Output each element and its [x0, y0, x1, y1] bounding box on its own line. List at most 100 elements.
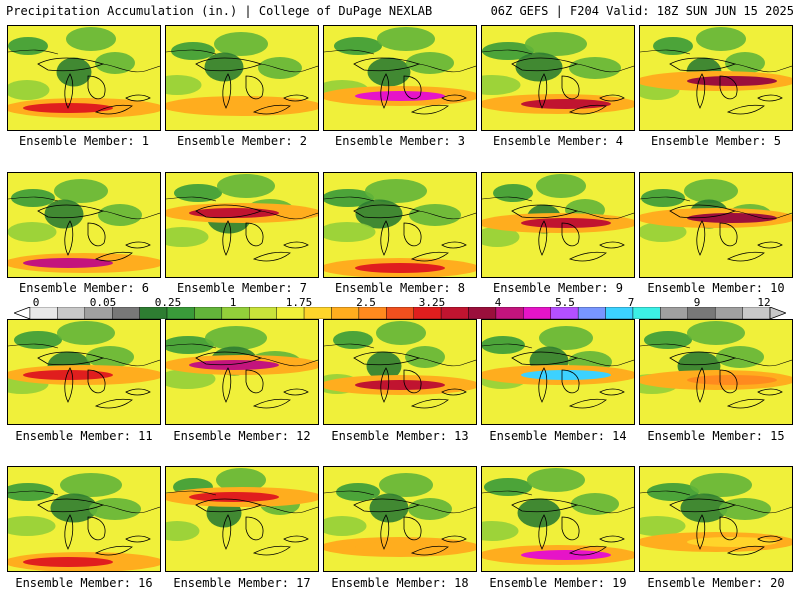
great-lakes-outline [640, 343, 792, 409]
colorbar-segment [632, 307, 661, 319]
great-lakes-outline [482, 490, 634, 556]
ensemble-member-map [323, 25, 477, 131]
great-lakes-outline [482, 196, 634, 262]
ensemble-member-label: Ensemble Member: 16 [15, 576, 153, 590]
precipitation-colorbar [14, 307, 786, 319]
colorbar-tick-label: 0.05 [89, 296, 117, 309]
great-lakes-outline [640, 49, 792, 115]
colorbar-tick-label: 7 [627, 296, 635, 309]
colorbar-tick-label: 12 [757, 296, 771, 309]
ensemble-member-map [323, 172, 477, 278]
great-lakes-outline [482, 343, 634, 409]
precipitation-field [166, 173, 318, 277]
colorbar-segment [468, 307, 497, 319]
ensemble-member-label: Ensemble Member: 8 [334, 281, 466, 295]
precipitation-field [166, 320, 318, 424]
colorbar-segment [112, 307, 140, 319]
precipitation-field [324, 26, 476, 130]
colorbar-tick-label: 4 [494, 296, 502, 309]
ensemble-member-label: Ensemble Member: 6 [18, 281, 150, 295]
precipitation-field [8, 173, 160, 277]
ensemble-member-label: Ensemble Member: 10 [647, 281, 785, 295]
colorbar-tick-label: 0 [32, 296, 40, 309]
colorbar-low-arrow [14, 307, 31, 319]
great-lakes-outline [166, 490, 318, 556]
colorbar-segment [660, 307, 688, 319]
great-lakes-outline [166, 49, 318, 115]
ensemble-member-map [481, 466, 635, 572]
ensemble-member-label: Ensemble Member: 17 [173, 576, 311, 590]
ensemble-member-map [165, 466, 319, 572]
colorbar-high-arrow [769, 307, 786, 319]
great-lakes-outline [8, 49, 160, 115]
colorbar-segment [523, 307, 551, 319]
precipitation-field [8, 467, 160, 571]
ensemble-member-map [7, 466, 161, 572]
ensemble-member-label: Ensemble Member: 9 [492, 281, 624, 295]
ensemble-member-map [639, 319, 793, 425]
colorbar-segment [249, 307, 277, 319]
ensemble-member-map [323, 466, 477, 572]
colorbar-segment [714, 307, 743, 319]
ensemble-member-map [7, 25, 161, 131]
precipitation-field [8, 26, 160, 130]
ensemble-member-map [7, 172, 161, 278]
great-lakes-outline [640, 196, 792, 262]
great-lakes-outline [324, 49, 476, 115]
model-run-info: 06Z GEFS | F204 Valid: 18Z SUN JUN 15 20… [490, 4, 794, 18]
ensemble-member-map [639, 172, 793, 278]
colorbar-tick-label: 1.75 [285, 296, 313, 309]
colorbar-segment [57, 307, 86, 319]
ensemble-member-map [639, 466, 793, 572]
colorbar-tick-label: 1 [229, 296, 237, 309]
precipitation-field [324, 320, 476, 424]
great-lakes-outline [640, 490, 792, 556]
ensemble-member-map [323, 319, 477, 425]
ensemble-member-map [481, 172, 635, 278]
ensemble-member-label: Ensemble Member: 1 [18, 134, 150, 148]
great-lakes-outline [8, 490, 160, 556]
ensemble-member-label: Ensemble Member: 18 [331, 576, 469, 590]
ensemble-member-map [639, 25, 793, 131]
colorbar-tick-label: 9 [693, 296, 701, 309]
great-lakes-outline [166, 343, 318, 409]
ensemble-member-label: Ensemble Member: 12 [173, 429, 311, 443]
ensemble-member-label: Ensemble Member: 14 [489, 429, 627, 443]
precipitation-field [482, 173, 634, 277]
precipitation-field [640, 320, 792, 424]
ensemble-member-label: Ensemble Member: 13 [331, 429, 469, 443]
ensemble-member-label: Ensemble Member: 2 [176, 134, 308, 148]
precipitation-field [166, 467, 318, 571]
ensemble-member-label: Ensemble Member: 5 [650, 134, 782, 148]
colorbar-tick-label: 2.5 [356, 296, 376, 309]
ensemble-member-map [165, 319, 319, 425]
colorbar-segment [577, 307, 606, 319]
colorbar-segment [386, 307, 414, 319]
great-lakes-outline [166, 196, 318, 262]
colorbar-segment [194, 307, 223, 319]
precipitation-field [482, 320, 634, 424]
great-lakes-outline [482, 49, 634, 115]
ensemble-member-map [165, 172, 319, 278]
great-lakes-outline [324, 343, 476, 409]
precipitation-field [640, 467, 792, 571]
precipitation-field [482, 26, 634, 130]
great-lakes-outline [324, 490, 476, 556]
colorbar-tick-label: 0.25 [154, 296, 182, 309]
precipitation-field [8, 320, 160, 424]
great-lakes-outline [8, 196, 160, 262]
ensemble-member-map [7, 319, 161, 425]
precipitation-field [324, 173, 476, 277]
precipitation-field [324, 467, 476, 571]
ensemble-member-map [481, 25, 635, 131]
precipitation-field [482, 467, 634, 571]
ensemble-member-label: Ensemble Member: 4 [492, 134, 624, 148]
ensemble-member-map [481, 319, 635, 425]
precipitation-field [640, 173, 792, 277]
colorbar-segment [687, 307, 716, 319]
ensemble-member-label: Ensemble Member: 7 [176, 281, 308, 295]
great-lakes-outline [324, 196, 476, 262]
precipitation-field [166, 26, 318, 130]
great-lakes-outline [8, 343, 160, 409]
ensemble-member-label: Ensemble Member: 11 [15, 429, 153, 443]
